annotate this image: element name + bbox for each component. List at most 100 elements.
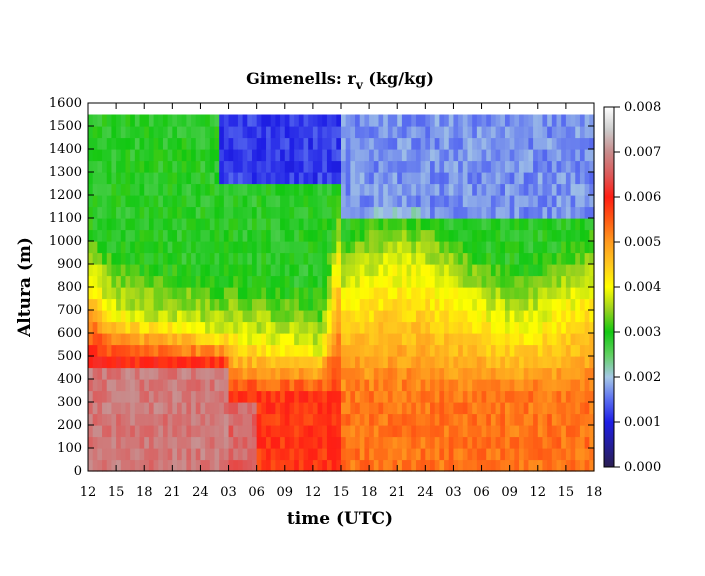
heatmap-cell <box>97 241 103 254</box>
heatmap-cell <box>116 459 122 472</box>
heatmap-cell <box>181 413 187 426</box>
heatmap-cell <box>228 183 234 196</box>
heatmap-cell <box>556 172 562 185</box>
heatmap-cell <box>383 172 389 185</box>
y-tick-label: 700 <box>57 303 82 318</box>
heatmap-cell <box>448 379 455 392</box>
heatmap-cell <box>130 333 136 346</box>
heatmap-cell <box>92 310 98 323</box>
heatmap-cell <box>359 160 366 173</box>
heatmap-cell <box>181 402 187 415</box>
heatmap-cell <box>158 310 164 323</box>
heatmap-cell <box>519 149 525 162</box>
heatmap-cell <box>237 218 244 231</box>
heatmap-cell <box>533 183 539 196</box>
heatmap-cell <box>256 241 262 254</box>
heatmap-cell <box>106 333 113 346</box>
heatmap-cell <box>148 252 155 265</box>
heatmap-cell <box>134 344 141 357</box>
heatmap-cell <box>523 436 530 449</box>
heatmap-cell <box>317 275 323 288</box>
heatmap-cell <box>92 298 98 311</box>
heatmap-cell <box>542 310 548 323</box>
heatmap-cell <box>247 241 253 254</box>
heatmap-cell <box>106 344 113 357</box>
heatmap-cell <box>177 114 183 127</box>
heatmap-cell <box>237 114 244 127</box>
heatmap-cell <box>326 287 333 300</box>
heatmap-cell <box>209 160 216 173</box>
heatmap-cell <box>280 229 286 242</box>
heatmap-cell <box>481 195 487 208</box>
heatmap-cell <box>223 183 230 196</box>
heatmap-cell <box>551 229 558 242</box>
heatmap-cell <box>125 436 131 449</box>
heatmap-cell <box>495 195 501 208</box>
heatmap-cell <box>448 459 455 472</box>
heatmap-cell <box>139 367 145 380</box>
heatmap-cell <box>341 229 347 242</box>
heatmap-cell <box>490 402 497 415</box>
heatmap-cell <box>448 206 455 219</box>
heatmap-cell <box>570 160 576 173</box>
heatmap-cell <box>537 413 544 426</box>
heatmap-cell <box>177 413 183 426</box>
heatmap-cell <box>242 321 248 334</box>
heatmap-cell <box>237 229 244 242</box>
heatmap-cell <box>153 264 159 277</box>
heatmap-cell <box>261 195 267 208</box>
heatmap-cell <box>406 195 412 208</box>
heatmap-cell <box>490 379 497 392</box>
heatmap-cell <box>209 126 216 139</box>
heatmap-cell <box>467 264 473 277</box>
heatmap-cell <box>111 275 117 288</box>
heatmap-cell <box>551 379 558 392</box>
heatmap-cell <box>481 229 487 242</box>
heatmap-cell <box>383 149 389 162</box>
heatmap-cell <box>167 275 173 288</box>
heatmap-cell <box>247 448 253 461</box>
heatmap-cell <box>453 356 459 369</box>
heatmap-cell <box>373 344 380 357</box>
heatmap-cell <box>411 137 417 150</box>
heatmap-cell <box>162 287 169 300</box>
heatmap-cell <box>205 218 211 231</box>
heatmap-cell <box>350 367 356 380</box>
heatmap-cell <box>528 379 534 392</box>
heatmap-cell <box>411 333 417 346</box>
heatmap-cell <box>172 390 178 403</box>
heatmap-cell <box>256 160 262 173</box>
heatmap-cell <box>209 264 216 277</box>
heatmap-cell <box>364 448 370 461</box>
heatmap-cell <box>172 183 178 196</box>
heatmap-cell <box>589 287 595 300</box>
heatmap-cell <box>144 137 150 150</box>
heatmap-cell <box>303 126 309 139</box>
heatmap-cell <box>472 172 478 185</box>
heatmap-cell <box>251 402 258 415</box>
heatmap-cell <box>533 206 539 219</box>
heatmap-cell <box>481 183 487 196</box>
heatmap-cell <box>317 390 323 403</box>
heatmap-cell <box>575 195 581 208</box>
heatmap-cell <box>205 402 211 415</box>
heatmap-cell <box>364 218 370 231</box>
heatmap-cell <box>162 436 169 449</box>
heatmap-cell <box>308 367 314 380</box>
heatmap-cell <box>345 402 351 415</box>
heatmap-cell <box>383 195 389 208</box>
heatmap-cell <box>542 356 548 369</box>
heatmap-cell <box>523 218 530 231</box>
heatmap-cell <box>397 183 403 196</box>
heatmap-cell <box>134 264 141 277</box>
heatmap-cell <box>106 413 113 426</box>
heatmap-cell <box>345 183 351 196</box>
heatmap-cell <box>420 275 426 288</box>
heatmap-cell <box>341 436 347 449</box>
heatmap-cell <box>472 275 478 288</box>
heatmap-cell <box>256 459 262 472</box>
heatmap-cell <box>589 252 595 265</box>
heatmap-cell <box>387 333 394 346</box>
heatmap-cell <box>579 310 586 323</box>
heatmap-cell <box>387 183 394 196</box>
